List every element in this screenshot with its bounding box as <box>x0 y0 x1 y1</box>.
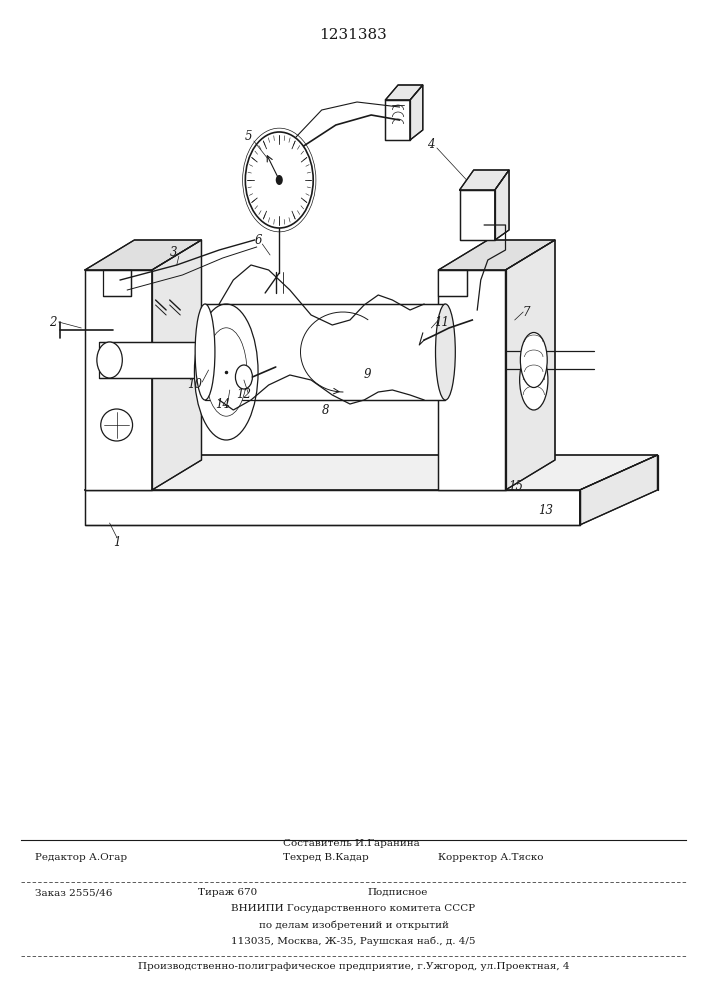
Polygon shape <box>495 170 509 240</box>
Text: 3: 3 <box>170 245 177 258</box>
Text: Редактор А.Огар: Редактор А.Огар <box>35 853 127 862</box>
Polygon shape <box>580 455 658 525</box>
Text: Техред В.Кадар: Техред В.Кадар <box>283 853 368 862</box>
Ellipse shape <box>100 409 133 441</box>
Text: ВНИИПИ Государственного комитета СССР: ВНИИПИ Государственного комитета СССР <box>231 904 476 913</box>
Circle shape <box>276 175 283 185</box>
Polygon shape <box>205 304 445 400</box>
Text: 14: 14 <box>215 398 230 412</box>
Text: Корректор А.Тяско: Корректор А.Тяско <box>438 853 544 862</box>
Circle shape <box>235 365 252 389</box>
Ellipse shape <box>195 304 215 400</box>
Text: 6: 6 <box>255 233 262 246</box>
Ellipse shape <box>206 328 247 416</box>
Text: 13: 13 <box>538 504 554 516</box>
Text: 5: 5 <box>245 130 252 143</box>
Polygon shape <box>438 240 555 270</box>
Ellipse shape <box>520 332 547 387</box>
Text: Составитель И.Гаранина: Составитель И.Гаранина <box>283 839 419 848</box>
Text: Производственно-полиграфическое предприятие, г.Ужгород, ул.Проектная, 4: Производственно-полиграфическое предприя… <box>138 962 569 971</box>
Polygon shape <box>85 490 580 525</box>
Polygon shape <box>85 270 152 490</box>
Text: 10: 10 <box>187 377 202 390</box>
Text: 8: 8 <box>322 403 329 416</box>
Polygon shape <box>506 240 555 490</box>
Circle shape <box>97 342 122 378</box>
Text: 15: 15 <box>508 481 524 493</box>
Polygon shape <box>385 85 423 100</box>
Text: 113035, Москва, Ж-35, Раушская наб., д. 4/5: 113035, Москва, Ж-35, Раушская наб., д. … <box>231 936 476 946</box>
Text: Заказ 2555/46: Заказ 2555/46 <box>35 888 112 897</box>
Text: 4: 4 <box>428 137 435 150</box>
Polygon shape <box>103 270 131 296</box>
Text: 2: 2 <box>49 316 57 328</box>
Text: 11: 11 <box>434 316 450 328</box>
Polygon shape <box>385 100 410 140</box>
Text: Тираж 670: Тираж 670 <box>198 888 257 897</box>
Polygon shape <box>85 240 201 270</box>
Circle shape <box>245 132 313 228</box>
Polygon shape <box>438 270 506 490</box>
Polygon shape <box>460 190 495 240</box>
Ellipse shape <box>194 304 258 440</box>
Polygon shape <box>438 270 467 296</box>
Text: 12: 12 <box>236 388 252 401</box>
Polygon shape <box>152 240 201 490</box>
Polygon shape <box>85 455 658 490</box>
Text: по делам изобретений и открытий: по делам изобретений и открытий <box>259 920 448 930</box>
Text: 9: 9 <box>364 368 371 381</box>
Ellipse shape <box>436 304 455 400</box>
Text: 1231383: 1231383 <box>320 28 387 42</box>
Text: 7: 7 <box>523 306 530 318</box>
Polygon shape <box>99 342 438 378</box>
Ellipse shape <box>520 350 548 410</box>
Text: Подписное: Подписное <box>368 888 428 897</box>
Polygon shape <box>410 85 423 140</box>
Text: 1: 1 <box>113 536 120 550</box>
Polygon shape <box>460 170 509 190</box>
